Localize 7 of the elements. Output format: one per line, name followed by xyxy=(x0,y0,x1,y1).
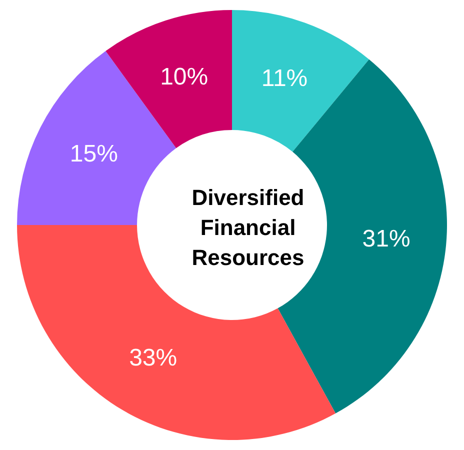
data-label: 10% xyxy=(160,64,208,91)
data-label: 33% xyxy=(129,344,178,372)
donut-slice xyxy=(232,10,370,152)
data-label: 31% xyxy=(362,226,410,253)
text: Diversified Financial Resources xyxy=(192,185,304,270)
data-label: 15% xyxy=(70,140,118,168)
data-label: 11% xyxy=(261,65,308,92)
